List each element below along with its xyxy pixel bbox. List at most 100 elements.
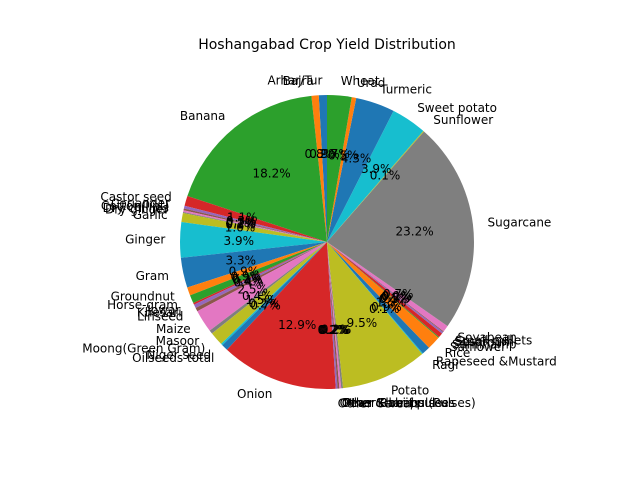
pie-percent-small-millets: 0.1% [382,289,413,303]
pie-slice-turmeric [327,97,394,242]
pie-percent-masoor: 0.4% [242,289,273,303]
pie-label-coriander: Coriander [111,197,170,211]
pie-percent-other-rabi-pulses: 0.2% [320,323,351,337]
pie-percent-sannhamp: 0.5% [380,291,411,305]
pie-label-sweet-potato: Sweet potato [417,101,497,115]
pie-label-safflower: Safflower [450,340,506,354]
pie-slice-other-rabi-pulses [327,242,342,389]
pie-slice-ragi [327,242,423,354]
pie-slice-dry-chillies [183,210,327,242]
pie-percent-safflower: 0.1% [379,292,410,306]
pie-label-oilseeds-total: Oilseeds total [132,351,214,365]
pie-slice-cotton-lint [183,208,327,242]
pie-percent-sugarcane: 23.2% [396,224,434,238]
pie-percent-groundnut: 0.9% [229,265,260,279]
pie-percent-sweet-potato: 3.9% [361,162,392,176]
pie-slice-arhar-tur [318,94,327,242]
pie-slice-coriander [183,205,327,242]
pie-percent-peas-beans-pulses: 0.2% [321,323,352,337]
pie-slice-garlic [181,212,327,242]
pie-label-banana: Banana [180,109,226,123]
chart-title: Hoshangabad Crop Yield Distribution [198,37,456,53]
pie-label-urad: Urad [357,76,386,90]
pie-percent-other-kharif-pulses: 0.2% [319,323,350,337]
pie-slice-maize [197,242,327,331]
pie-percent-sunflower: 0.1% [370,169,401,183]
pie-label-dry-ginger: Dry ginger [105,203,169,217]
pie-label-gram: Gram [136,269,169,283]
pie-slice-wheat [327,95,352,242]
pie-percent-dry-chillies: 0.2% [226,217,257,231]
pie-label-sunflower: Sunflower [433,113,493,127]
pie-label-cotton-lint: Cotton(lint) [101,199,169,213]
pie-percent-urad: 0.5% [328,148,359,162]
pie-label-turmeric: Turmeric [379,82,432,96]
pie-label-soyabean: Soyabean [458,330,517,344]
pie-label-wheat: Wheat [341,74,380,88]
pie-percent-horse-gram: 0.9% [230,269,261,283]
pie-percent-maize: 2.5% [237,283,268,297]
pie-slice-gram [180,242,327,288]
pie-slice-ginger [180,222,327,258]
pie-percent-gram: 3.3% [226,254,257,268]
pie-slice-oilseeds-total [222,242,327,350]
pie-label-khesari: Khesari [137,306,182,320]
pie-label-other-kharif-pulses: Other Kharif pulses [340,396,455,410]
pie-percent-labels: 0.9%0.8%18.2%1.1%0.3%0.2%0.2%0.1%1.0%3.9… [224,147,434,337]
pie-label-small-millets: Small millets [455,334,532,348]
pie-slice-castor-seed [184,196,327,242]
pie-slice-sannhamp [327,242,443,338]
pie-slice-safflower [327,242,440,338]
pie-slice-bajra [311,95,327,242]
pie-slices [180,94,474,390]
pie-label-ragi: Ragi [432,358,458,372]
pie-percent-wheat: 2.7% [319,147,350,161]
pie-label-potato: Potato [391,384,429,398]
pie-slice-masoor [209,242,327,334]
pie-label-sesamum: Sesamum [454,335,514,349]
pie-label-bajra: Bajra [283,74,314,88]
pie-percent-dry-ginger: 0.1% [225,217,256,231]
pie-percent-rice: 1.5% [376,296,407,310]
pie-label-masoor: Masoor [156,334,200,348]
pie-slice-sugarcane [327,131,474,327]
pie-label-rapeseed-mustard: Rapeseed &Mustard [436,355,557,369]
pie-label-onion: Onion [237,387,272,401]
pie-percent-sesamum: 0.2% [381,290,412,304]
pie-slice-sesamum [327,242,444,334]
pie-slice-khesari [194,242,327,308]
pie-label-other-rabi-pulses: Other Rabi pulses [342,396,449,410]
pie-label-moong-green-gram: Moong(Green Gram) [82,342,205,356]
pie-percent-potato: 9.5% [347,316,378,330]
pie-label-castor-seed: Castor seed [100,190,171,204]
pie-label-jowar: Jowar [146,303,180,317]
pie-slice-horse-gram [190,242,327,303]
pie-label-groundnut: Groundnut [111,289,175,303]
pie-label-arhar-tur: Arhar/Tur [267,73,322,87]
pie-slice-moong-green-gram [211,242,327,344]
pie-label-linseed: Linseed [137,309,183,323]
pie-slice-sunflower [327,130,424,242]
pie-slice-other-kharif-pulses [327,242,340,389]
pie-label-dry-chillies: Dry chillies [103,201,169,215]
pie-percent-bajra: 0.8% [305,147,336,161]
pie-slice-linseed [195,242,327,312]
pie-slice-peas-beans-pulses [327,242,344,389]
pie-label-sugarcane: Sugarcane [488,216,552,230]
pie-label-maize: Maize [156,322,191,336]
pie-label-garlic: Garlic [133,208,168,222]
pie-percent-rapeseed-mustard: 0.9% [371,300,402,314]
pie-percent-khesari: 0.4% [232,274,263,288]
pie-percent-moong-green-gram: 1.5% [245,293,276,307]
pie-slice-urad [327,97,357,242]
pie-slice-dry-ginger [182,212,327,242]
pie-slice-rapeseed-mustard [327,242,430,354]
pie-slice-other-cereals [327,242,338,389]
pie-percent-turmeric: 4.3% [341,152,372,166]
pie-percent-garlic: 1.0% [225,220,256,234]
pie-label-sannhamp: Sannhamp [452,338,516,352]
pie-percent-soyabean: 0.7% [383,287,414,301]
pie-percent-arhar-tur: 0.9% [309,147,340,161]
